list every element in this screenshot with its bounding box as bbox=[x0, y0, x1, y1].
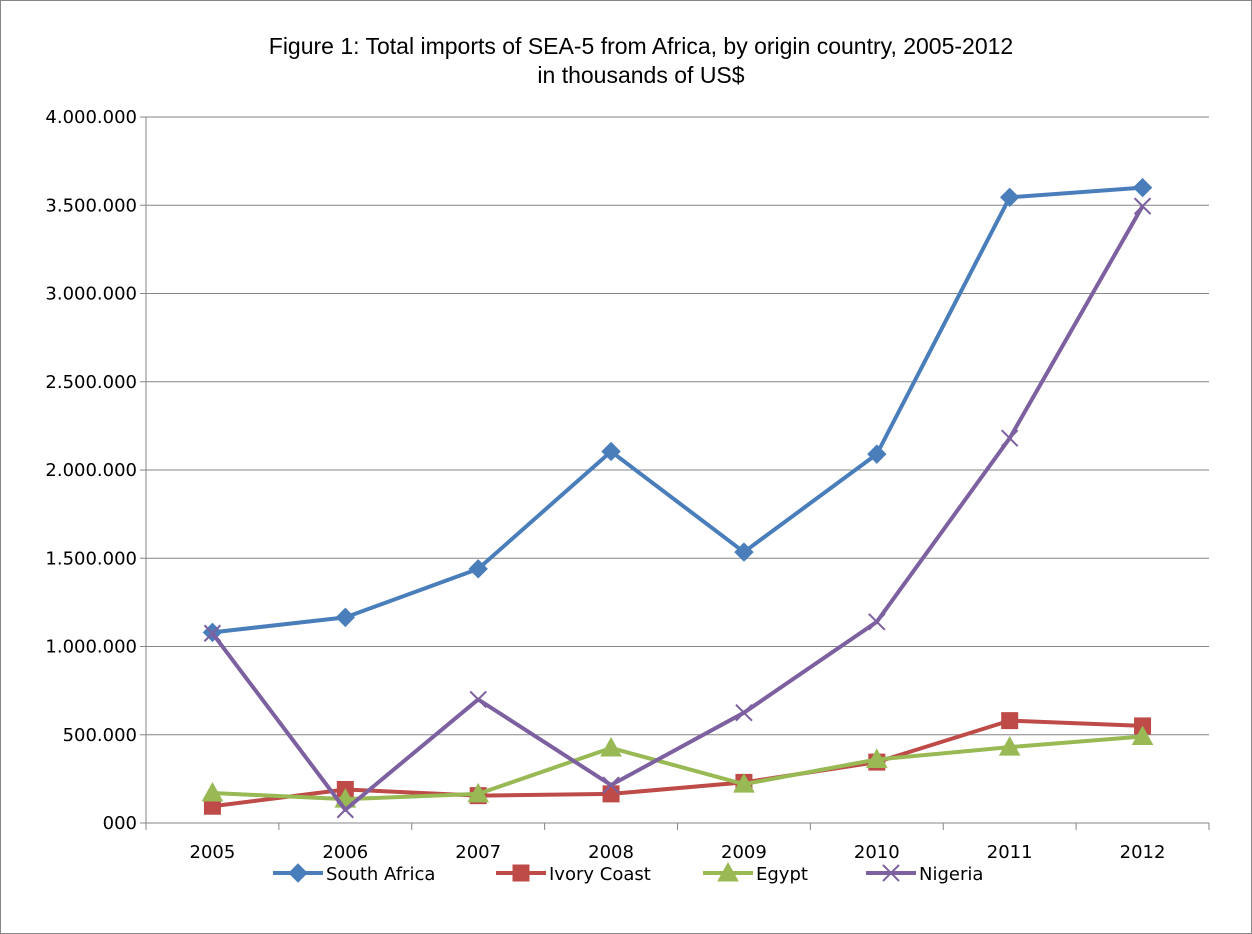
series-lines bbox=[201, 177, 1154, 819]
data-point-nigeria bbox=[469, 690, 487, 709]
y-tick-label: 000 bbox=[103, 813, 137, 834]
y-tick-label: 2.500.000 bbox=[45, 372, 137, 393]
series-line-egypt bbox=[212, 734, 1143, 802]
legend-marker bbox=[512, 864, 530, 882]
data-point-south-africa bbox=[734, 542, 754, 562]
data-point-nigeria bbox=[735, 703, 753, 722]
data-point-nigeria bbox=[602, 776, 620, 794]
series-south-africa bbox=[202, 177, 1153, 643]
data-point-egypt bbox=[201, 781, 224, 802]
y-tick-label: 2.000.000 bbox=[45, 460, 137, 481]
x-axis-tick-labels: 2005 2006 2007 2008 2009 2010 2011 2012 bbox=[190, 842, 1166, 863]
y-tick-label: 3.500.000 bbox=[45, 195, 137, 216]
y-tick-label: 3.000.000 bbox=[45, 284, 137, 305]
x-tick-label: 2008 bbox=[588, 842, 634, 863]
x-tick-label: 2005 bbox=[190, 842, 236, 863]
legend-item-egypt: Egypt bbox=[703, 861, 808, 885]
data-point-egypt bbox=[998, 736, 1021, 756]
legend-marker bbox=[288, 863, 308, 883]
data-point-nigeria bbox=[1133, 197, 1152, 215]
data-point-nigeria bbox=[868, 613, 886, 631]
data-point-egypt bbox=[865, 748, 888, 768]
data-point-south-africa bbox=[867, 444, 887, 464]
series-nigeria bbox=[203, 197, 1152, 819]
y-tick-label: 500.000 bbox=[63, 725, 137, 746]
legend-label: Ivory Coast bbox=[549, 864, 651, 885]
data-point-south-africa bbox=[999, 187, 1020, 208]
x-tick-label: 2011 bbox=[987, 842, 1033, 863]
data-point-egypt bbox=[733, 773, 755, 793]
data-point-ivory-coast bbox=[1001, 712, 1019, 730]
axes bbox=[140, 117, 1210, 830]
data-point-egypt bbox=[600, 736, 622, 757]
data-point-south-africa bbox=[468, 559, 488, 579]
x-tick-label: 2009 bbox=[721, 842, 767, 863]
data-point-nigeria bbox=[1000, 429, 1019, 447]
legend-item-south-africa: South Africa bbox=[273, 863, 435, 885]
series-line-nigeria bbox=[210, 205, 1145, 812]
data-point-south-africa bbox=[601, 441, 621, 462]
legend-marker bbox=[717, 861, 739, 882]
chart-subtitle: in thousands of US$ bbox=[537, 62, 744, 88]
gridlines bbox=[140, 116, 1209, 736]
data-point-egypt bbox=[467, 782, 490, 803]
legend-label: South Africa bbox=[326, 864, 435, 885]
legend-item-nigeria: Nigeria bbox=[866, 864, 983, 885]
y-axis-tick-labels: 000 500.000 1.000.000 1.500.000 2.000.000 2.5… bbox=[45, 107, 137, 834]
legend-label: Nigeria bbox=[919, 864, 983, 885]
data-point-south-africa bbox=[335, 607, 356, 628]
data-point-ivory-coast bbox=[602, 785, 620, 803]
legend-marker bbox=[882, 864, 900, 882]
data-point-nigeria bbox=[336, 801, 355, 819]
data-point-egypt bbox=[1131, 725, 1154, 746]
series-egypt bbox=[201, 725, 1154, 808]
y-tick-label: 1.500.000 bbox=[45, 548, 137, 569]
x-tick-label: 2012 bbox=[1120, 842, 1166, 863]
legend-label: Egypt bbox=[756, 864, 808, 885]
legend: South Africa Ivory Coast Egypt Nigeria bbox=[273, 861, 983, 885]
x-tick-label: 2006 bbox=[322, 842, 368, 863]
x-tick-label: 2010 bbox=[854, 842, 900, 863]
y-tick-label: 1.000.000 bbox=[45, 637, 137, 658]
chart-title: Figure 1: Total imports of SEA-5 from Af… bbox=[269, 33, 1013, 59]
x-tick-label: 2007 bbox=[455, 842, 501, 863]
legend-item-ivory-coast: Ivory Coast bbox=[496, 864, 651, 885]
data-point-nigeria bbox=[203, 624, 222, 642]
y-tick-label: 4.000.000 bbox=[45, 107, 137, 128]
data-point-south-africa bbox=[1132, 177, 1153, 198]
series-line-south-africa bbox=[212, 185, 1143, 635]
